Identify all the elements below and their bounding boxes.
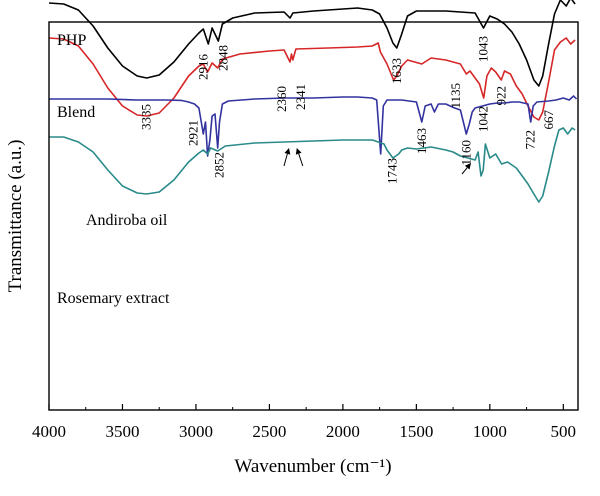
series-line-rosemary-extract	[49, 127, 576, 203]
peak-label-andiroba-oil-1743: 1743	[385, 158, 400, 184]
x-tick-label-3500: 3500	[105, 422, 139, 441]
x-tick-label-2500: 2500	[252, 422, 286, 441]
series-line-blend	[48, 37, 576, 121]
peak-label-php-1043: 1043	[476, 36, 491, 62]
x-tick-label-4000: 4000	[32, 422, 66, 441]
plot-frame	[48, 21, 579, 411]
peak-label-blend-922: 922	[493, 86, 508, 106]
peak-annotations: 3335 2916 2848 1633 1043 667 2360 2341 1135 10429…	[139, 36, 556, 184]
series-line-andiroba-oil	[49, 95, 578, 157]
arrow-2360	[283, 148, 291, 167]
y-axis-title: Transmittance (a.u.)	[5, 140, 26, 293]
series-label-blend: Blend	[57, 104, 95, 121]
x-axis-ticks: 4000 3500 3000 2500 2000 1500 1000 500	[32, 404, 576, 441]
x-tick-label-1000: 1000	[473, 422, 507, 441]
x-tick-label-3000: 3000	[179, 422, 213, 441]
arrow-2341	[295, 148, 304, 167]
series-layer	[48, 0, 578, 203]
peak-label-blend-2341: 2341	[293, 84, 308, 110]
peak-label-php-2848: 2848	[215, 45, 230, 71]
x-tick-label-500: 500	[551, 422, 577, 441]
x-axis-title: Wavenumber (cm⁻¹)	[234, 456, 391, 477]
peak-label-andiroba-oil-2852: 2852	[212, 152, 227, 178]
x-tick-label-2000: 2000	[326, 422, 360, 441]
peak-label-andiroba-oil-1463: 1463	[414, 128, 429, 154]
series-labels: PHP Blend Andiroba oil Rosemary extract	[57, 32, 170, 307]
arrow-1135	[461, 163, 471, 175]
series-label-php: PHP	[57, 32, 86, 49]
peak-label-andiroba-oil-722: 722	[523, 130, 538, 150]
peak-label-blend-2360: 2360	[274, 86, 289, 112]
peak-label-blend-1042: 1042	[476, 106, 491, 132]
peak-label-andiroba-oil-2921: 2921	[186, 120, 201, 146]
peak-label-php-1633: 1633	[389, 58, 404, 84]
peak-label-php-3335: 3335	[139, 104, 154, 130]
peak-label-andiroba-oil-1160: 1160	[458, 140, 473, 166]
series-line-php	[48, 0, 576, 87]
series-label-andiroba-oil: Andiroba oil	[86, 212, 168, 229]
peak-label-blend-1135: 1135	[448, 83, 463, 109]
peak-label-php-667: 667	[541, 110, 556, 130]
series-label-rosemary-extract: Rosemary extract	[57, 290, 170, 307]
peak-label-php-2916: 2916	[195, 54, 210, 81]
x-tick-label-1500: 1500	[399, 422, 433, 441]
